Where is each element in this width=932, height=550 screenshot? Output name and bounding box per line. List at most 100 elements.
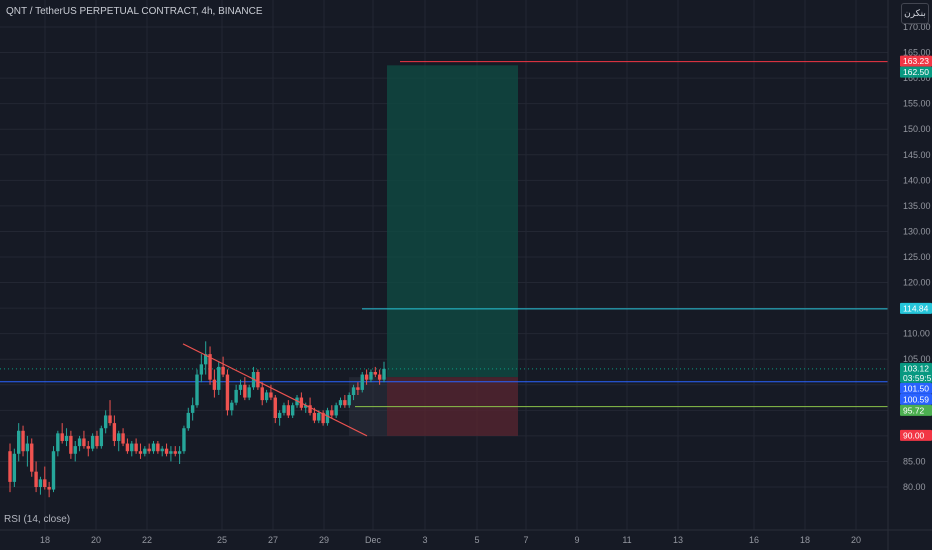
candle-body: [173, 451, 177, 454]
candle: [164, 443, 169, 457]
candle-body: [343, 400, 347, 406]
time-tick-label: 5: [474, 535, 479, 545]
candle: [208, 346, 212, 385]
price-label-text: 95.72: [903, 405, 925, 415]
trendline[interactable]: [182, 343, 368, 437]
candle-body: [225, 374, 230, 411]
candle: [160, 446, 164, 457]
price-tick-label: 145.00: [903, 150, 931, 160]
candle-body: [82, 438, 86, 447]
time-tick-label: 18: [40, 535, 50, 545]
price-tick-label: 170.00: [903, 22, 931, 32]
time-axis[interactable]: 18 20 22 25 27 29 Dec 3 5 7 9 11 13 16 18 20: [40, 535, 861, 545]
candle: [334, 402, 338, 418]
candle: [90, 433, 95, 452]
candle-body: [195, 374, 199, 406]
candle-body: [234, 389, 238, 403]
candle-body: [238, 384, 243, 390]
price-label-tag: 163.23: [900, 55, 932, 67]
candle: [12, 448, 17, 487]
candle-body: [77, 438, 82, 447]
candle-body: [277, 412, 282, 418]
candle: [173, 446, 177, 457]
candle-body: [317, 412, 321, 421]
price-label-bg: [900, 302, 932, 314]
candle-body: [312, 412, 317, 421]
candle-body: [99, 428, 104, 447]
candle-body: [347, 395, 351, 406]
candle: [369, 369, 373, 383]
horizontal-levels[interactable]: [0, 61, 888, 408]
price-tick-label: 135.00: [903, 201, 931, 211]
rsi-indicator-label[interactable]: RSI (14, close): [4, 514, 71, 525]
price-label-text: 163.23: [903, 56, 929, 66]
candle: [134, 438, 138, 454]
position-zones[interactable]: [349, 65, 518, 436]
candle-body: [117, 433, 121, 441]
candle: [203, 341, 208, 375]
candle-body: [273, 397, 277, 418]
price-label-tag: 90.00: [900, 429, 932, 441]
candle-body: [86, 446, 90, 449]
candle-body: [112, 423, 117, 441]
candle-body: [8, 451, 12, 482]
time-tick-label: 13: [673, 535, 683, 545]
candle-body: [95, 435, 99, 447]
symbol-title[interactable]: QNT / TetherUS PERPETUAL CONTRACT, 4h, B…: [6, 6, 263, 17]
candle-body: [321, 412, 325, 424]
candle-body: [103, 415, 108, 429]
candle: [195, 369, 199, 408]
candle-body: [199, 364, 204, 375]
price-label-tag: 95.72: [900, 404, 932, 416]
candle-body: [338, 400, 343, 406]
candle: [212, 369, 217, 398]
candle-body: [38, 479, 43, 487]
candle-body: [208, 354, 212, 380]
price-label-bg: [900, 393, 932, 405]
candle-body: [21, 430, 25, 452]
candle-body: [256, 372, 260, 388]
candle-body: [138, 451, 143, 454]
candle: [8, 443, 12, 493]
candle: [330, 405, 334, 418]
top-right-button[interactable]: بنكرن: [901, 3, 929, 24]
price-axis-labels: 163.23162.50114.84103.1203:59:51101.5010…: [900, 55, 932, 441]
price-label-text: 114.84: [903, 303, 929, 313]
candle-body: [260, 387, 264, 401]
candle: [121, 428, 125, 447]
candle-body: [51, 451, 56, 490]
time-tick-label: 9: [574, 535, 579, 545]
candle-body: [356, 387, 360, 390]
time-tick-label: 7: [523, 535, 528, 545]
candle-body: [360, 374, 364, 390]
candle: [286, 400, 291, 418]
candle: [182, 425, 186, 454]
candle-body: [160, 448, 164, 452]
candle-body: [373, 372, 378, 375]
price-tick-label: 150.00: [903, 124, 931, 134]
descending-trendline[interactable]: [182, 343, 368, 437]
candle: [103, 410, 108, 434]
candle: [356, 382, 360, 395]
long-target-zone[interactable]: [387, 65, 518, 378]
candle: [321, 410, 325, 426]
candle-body: [169, 451, 173, 454]
candle: [225, 369, 230, 416]
candle: [186, 407, 191, 431]
price-tick-label: 120.00: [903, 278, 931, 288]
candle-body: [47, 487, 51, 490]
candle: [125, 438, 130, 454]
candle: [247, 384, 251, 401]
candle-body: [369, 372, 373, 380]
candle: [130, 441, 134, 457]
candle-body: [34, 471, 38, 487]
candle: [30, 438, 34, 477]
candle-body: [56, 433, 60, 452]
price-tick-label: 105.00: [903, 354, 931, 364]
price-tick-label: 160.00: [903, 73, 931, 83]
time-tick-label: 3: [422, 535, 427, 545]
candle: [56, 430, 60, 457]
candle-body: [69, 435, 73, 454]
